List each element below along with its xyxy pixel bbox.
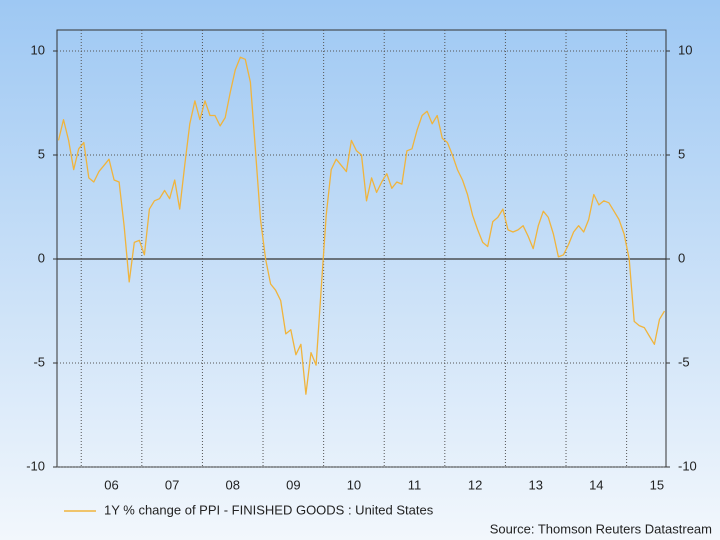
plot-frame	[56, 29, 667, 468]
legend-label: 1Y % change of PPI - FINISHED GOODS : Un…	[104, 502, 434, 517]
x-tick-label: 13	[528, 477, 542, 492]
x-tick-label: 10	[347, 477, 361, 492]
y2-tick-label: 5	[678, 146, 685, 161]
y-tick-label: -5	[33, 354, 45, 369]
y2-tick-label: 10	[678, 42, 692, 57]
y2-tick-label: -10	[678, 458, 697, 473]
x-tick-label: 07	[165, 477, 179, 492]
y-tick-label: -10	[26, 458, 45, 473]
y-tick-label: 10	[31, 42, 45, 57]
y2-tick-label: -5	[678, 354, 690, 369]
x-tick-label: 09	[286, 477, 300, 492]
x-tick-label: 15	[650, 477, 664, 492]
x-tick-label: 11	[408, 477, 422, 492]
source-note: Source: Thomson Reuters Datastream	[490, 521, 712, 536]
x-tick-label: 12	[468, 477, 482, 492]
data-line	[57, 56, 666, 395]
y-tick-label: 0	[38, 250, 45, 265]
x-tick-label: 14	[589, 477, 603, 492]
y-tick-label: 5	[38, 146, 45, 161]
y2-tick-label: 0	[678, 250, 685, 265]
x-tick-label: 06	[104, 477, 118, 492]
x-tick-label: 08	[225, 477, 239, 492]
